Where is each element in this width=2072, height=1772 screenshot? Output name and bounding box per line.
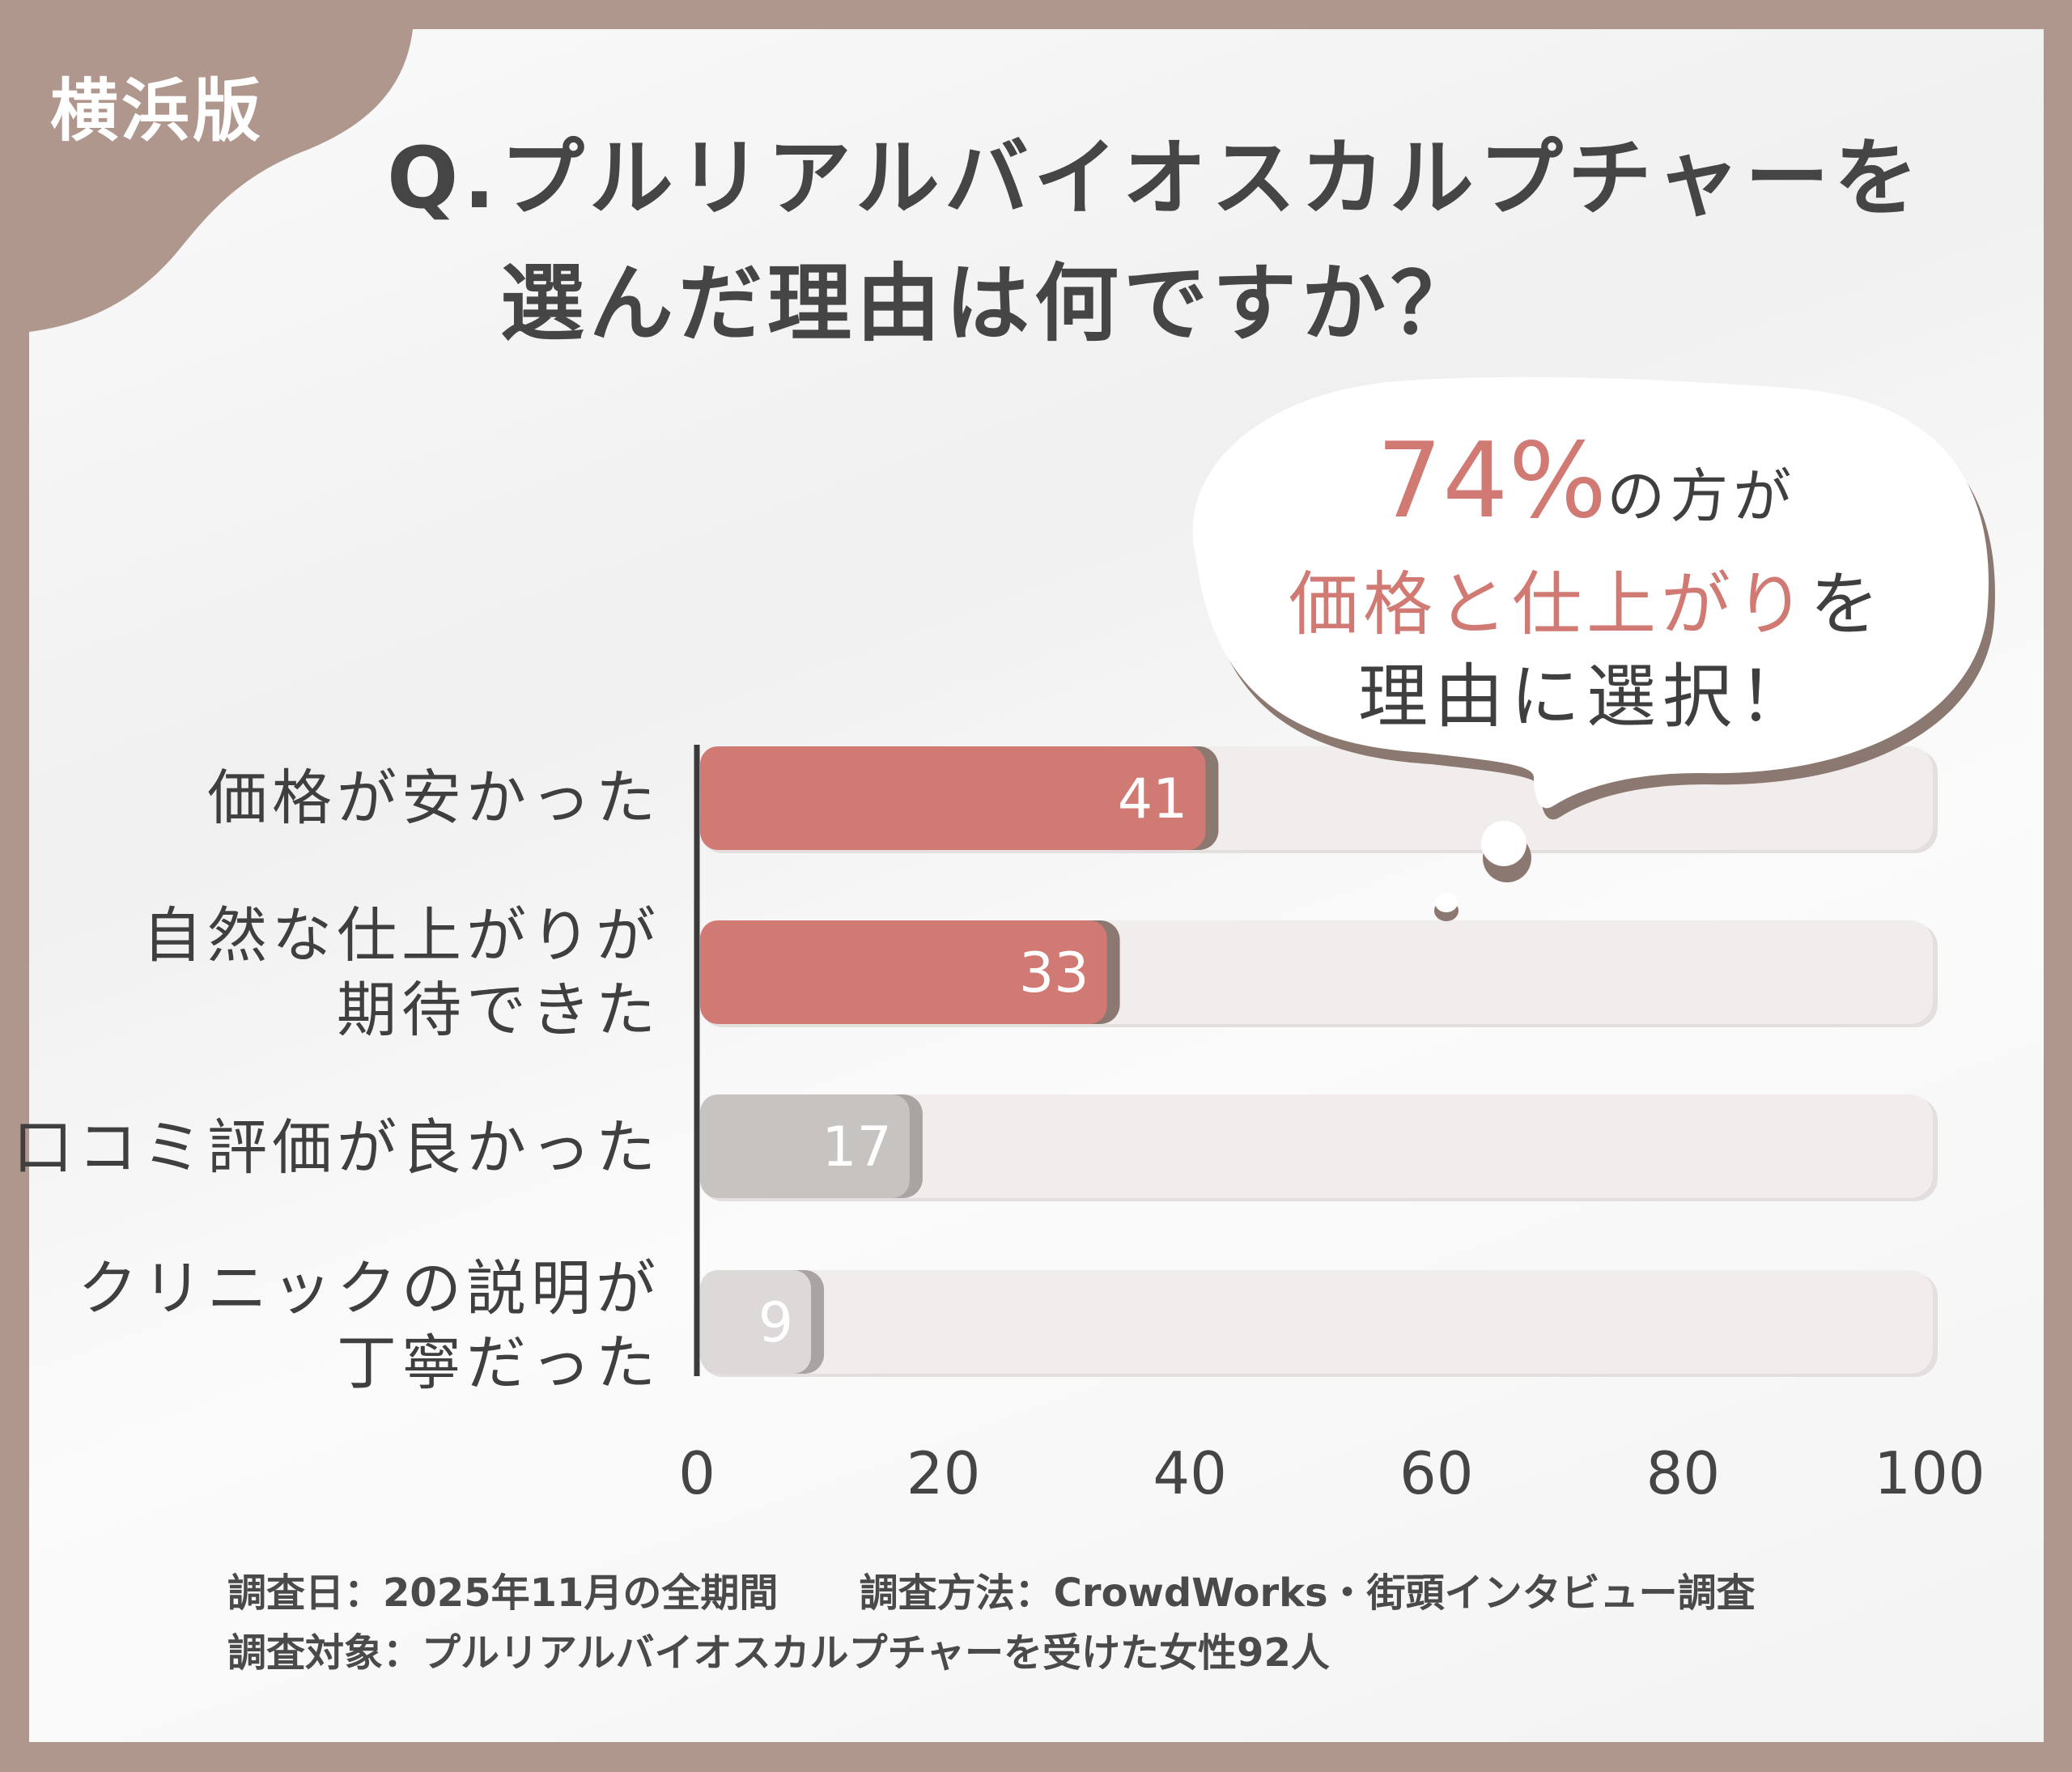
bar-track xyxy=(700,1094,1933,1198)
bar-track xyxy=(700,1270,1933,1374)
x-tick-label: 80 xyxy=(1646,1439,1721,1507)
corner-tag-shape xyxy=(29,29,413,332)
category-label: クリニックの説明が 丁寧だった xyxy=(78,1254,660,1398)
callout-highlight: 価格と仕上がり xyxy=(1289,564,1810,645)
x-tick-label: 0 xyxy=(678,1439,715,1507)
callout-line1: 74%の方が xyxy=(1180,421,1993,542)
bar-value-label: 41 xyxy=(1118,767,1188,831)
callout-line2: 価格と仕上がりを xyxy=(1180,547,1993,648)
bar-value-label: 9 xyxy=(758,1291,793,1355)
category-label: 自然な仕上がりが 期待できた xyxy=(142,901,660,1045)
callout-bubble xyxy=(1192,376,1995,921)
survey-target: 調査対象：プルリアルバイオスカルプチャーを受けた女性92人 xyxy=(227,1630,1330,1676)
callout-line3: 理由に選択！ xyxy=(1358,657,1815,737)
bar xyxy=(700,1270,812,1374)
x-tick-label: 100 xyxy=(1874,1439,1985,1507)
survey-date: 調査日：2025年11月の全期間 xyxy=(227,1570,779,1616)
x-tick-label: 20 xyxy=(906,1439,981,1507)
survey-method: 調査方法：CrowdWorks・街頭インタビュー調査 xyxy=(859,1570,1756,1616)
question-title-line2: 選んだ理由は何ですか？ xyxy=(500,254,1480,353)
bar xyxy=(700,920,1107,1024)
footer-line1: 調査日：2025年11月の全期間 調査方法：CrowdWorks・街頭インタビュ… xyxy=(227,1561,1756,1617)
x-tick-label: 40 xyxy=(1153,1439,1227,1507)
bar-value-label: 33 xyxy=(1019,941,1089,1005)
bar xyxy=(700,746,1206,850)
category-label: 口コミ評価が良かった xyxy=(13,1113,660,1183)
region-tag: 横浜版 xyxy=(50,71,265,151)
callout-line1-rest: の方が xyxy=(1607,462,1797,530)
question-title-line1: Q.プルリアルバイオスカルプチャーを xyxy=(387,129,1923,227)
bar xyxy=(700,1094,910,1198)
category-label: 価格が安かった xyxy=(207,763,660,833)
bar-value-label: 17 xyxy=(822,1115,892,1179)
infographic-panel xyxy=(29,29,2044,1742)
x-tick-label: 60 xyxy=(1399,1439,1474,1507)
callout-line2-rest: を xyxy=(1810,564,1884,645)
callout-percent: 74% xyxy=(1376,421,1607,542)
